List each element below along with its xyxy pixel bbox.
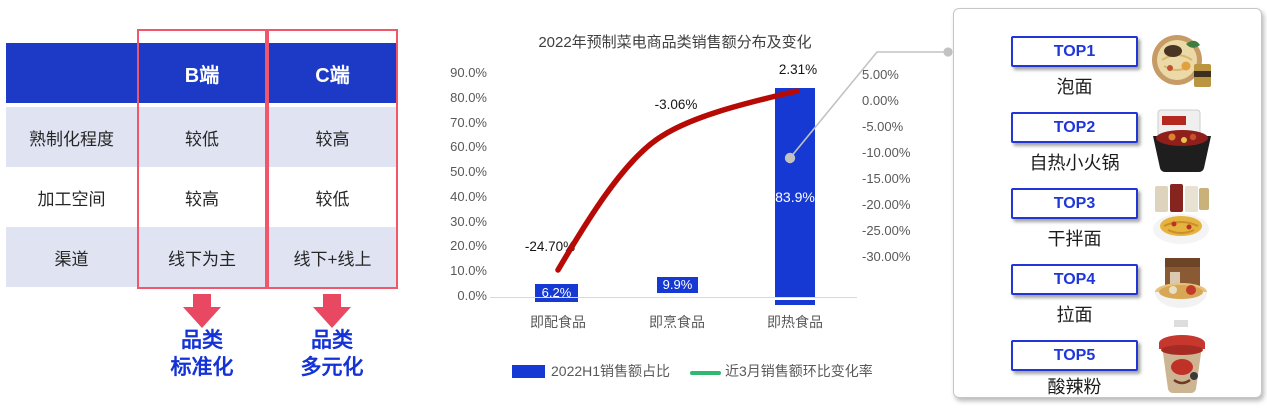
rank-badge: TOP5 — [1011, 340, 1138, 371]
product-name: 泡面 — [1056, 77, 1093, 97]
right-axis-tick: -25.00% — [862, 223, 911, 238]
row-label: 熟制化程度 — [29, 129, 114, 149]
table-header-row: B端 C端 — [6, 43, 398, 103]
product-image-dry-mixed-noodles — [1153, 184, 1209, 244]
category-label: 即热食品 — [767, 314, 823, 330]
left-axis-tick: 0.0% — [457, 288, 487, 303]
callout-dot-end — [943, 47, 953, 57]
rank-badge: TOP4 — [1011, 264, 1138, 295]
trend-line — [555, 88, 800, 273]
rank-label: TOP5 — [1053, 346, 1096, 364]
left-axis-tick: 80.0% — [450, 90, 487, 105]
top-ranking-panel: TOP1 泡面 TOP2 自热小火锅 TOP3 干拌面 — [953, 8, 1262, 398]
conclusion-c: 品类 多元化 — [277, 327, 387, 381]
left-axis-tick: 20.0% — [450, 238, 487, 253]
line-value-label: -3.06% — [654, 97, 698, 112]
left-axis-tick: 40.0% — [450, 189, 487, 204]
left-axis-tick: 30.0% — [450, 214, 487, 229]
conclusion-line: 品类 — [181, 329, 223, 352]
legend-bar-label: 2022H1销售额占比 — [551, 363, 671, 379]
product-name: 酸辣粉 — [1047, 377, 1102, 397]
table-row: 渠道 线下为主 线下+线上 — [6, 227, 398, 287]
table-header-empty — [6, 43, 137, 103]
row-b-value: 较高 — [185, 189, 219, 209]
row-b-value: 线下为主 — [168, 249, 236, 269]
table-header-b: B端 — [184, 64, 220, 87]
rank-badge: TOP3 — [1011, 188, 1138, 219]
legend-line-swatch — [690, 371, 721, 375]
conclusion-line: 多元化 — [300, 356, 364, 379]
right-axis-tick: 0.00% — [862, 93, 899, 108]
row-label: 渠道 — [54, 249, 89, 269]
table-row: 熟制化程度 较低 较高 — [6, 107, 398, 167]
row-c-value: 较高 — [315, 129, 350, 149]
x-axis-line — [490, 297, 857, 298]
conclusion-line: 品类 — [311, 329, 353, 352]
line-value-label: 2.31% — [778, 62, 818, 77]
left-axis-tick: 50.0% — [450, 164, 487, 179]
down-arrow-icon — [313, 294, 351, 328]
line-value-label: -24.70% — [524, 239, 576, 254]
rank-badge: TOP1 — [1011, 36, 1138, 67]
left-axis-tick: 70.0% — [450, 115, 487, 130]
right-axis-tick: -5.00% — [862, 119, 904, 134]
rank-badge: TOP2 — [1011, 112, 1138, 143]
down-arrow-icon — [183, 294, 221, 328]
right-axis-tick: 5.00% — [862, 67, 899, 82]
legend-line-label: 近3月销售额环比变化率 — [725, 363, 873, 379]
product-image-hot-sour-noodles — [1159, 335, 1205, 394]
row-b-value: 较低 — [185, 129, 219, 149]
product-image-ramen — [1155, 258, 1207, 327]
product-image-self-heating-hotpot — [1153, 109, 1211, 173]
bar-value-chip: 6.2% — [535, 284, 578, 302]
left-axis-tick: 10.0% — [450, 263, 487, 278]
product-image-instant-noodles — [1152, 35, 1211, 87]
table-header-c: C端 — [315, 64, 350, 87]
row-c-value: 较低 — [315, 189, 350, 209]
bar-jire-base — [775, 300, 815, 305]
row-c-value: 线下+线上 — [293, 249, 372, 269]
right-axis-tick: -10.00% — [862, 145, 911, 160]
left-axis-tick: 60.0% — [450, 139, 487, 154]
right-axis-tick: -15.00% — [862, 171, 911, 186]
legend-bar-swatch — [512, 365, 545, 378]
row-label: 加工空间 — [37, 189, 106, 209]
highlight-bracket-b — [137, 29, 267, 289]
conclusion-line: 标准化 — [170, 356, 234, 379]
bar-value-label: 83.9% — [775, 189, 815, 205]
product-name: 干拌面 — [1047, 229, 1102, 249]
product-name: 自热小火锅 — [1029, 153, 1120, 173]
chart-title: 2022年预制菜电商品类销售额分布及变化 — [538, 34, 812, 51]
rank-label: TOP1 — [1053, 42, 1096, 60]
rank-label: TOP3 — [1053, 194, 1096, 212]
left-axis-tick: 90.0% — [450, 65, 487, 80]
highlight-bracket-c — [267, 29, 398, 289]
category-label: 即配食品 — [530, 314, 586, 330]
right-axis-tick: -20.00% — [862, 197, 911, 212]
conclusion-b: 品类 标准化 — [147, 327, 257, 381]
product-name: 拉面 — [1056, 305, 1093, 325]
category-label: 即烹食品 — [649, 314, 705, 330]
right-axis-tick: -30.00% — [862, 249, 911, 264]
rank-label: TOP2 — [1053, 118, 1096, 136]
table-row: 加工空间 较高 较低 — [6, 167, 398, 227]
bar-value-chip: 9.9% — [657, 277, 698, 293]
rank-label: TOP4 — [1053, 270, 1096, 288]
